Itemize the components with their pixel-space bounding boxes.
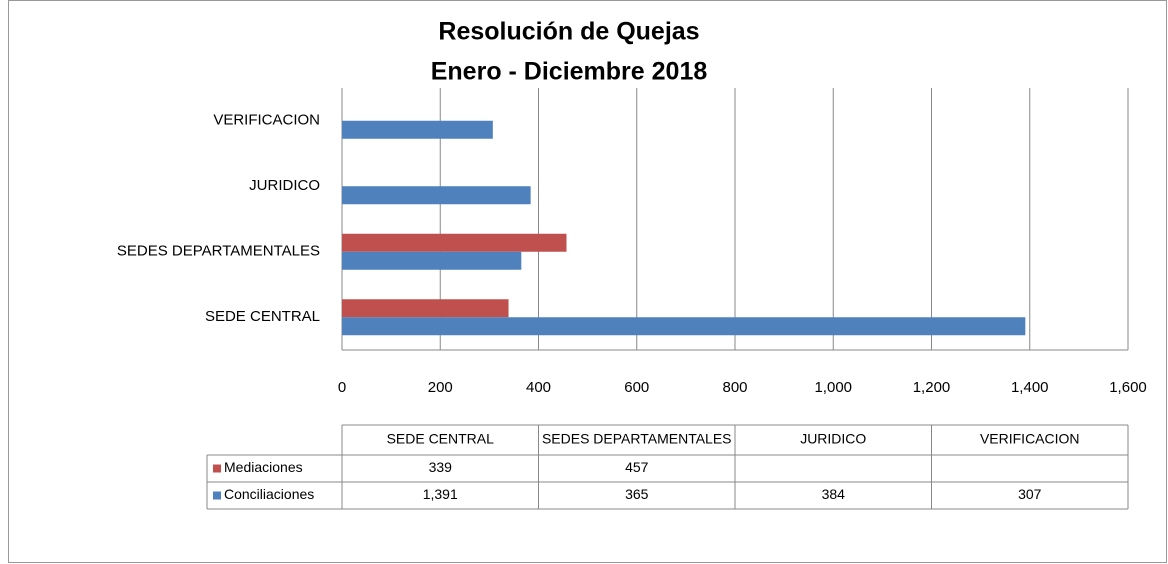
y-tick-label: VERIFICACION (213, 112, 320, 129)
x-tick-label: 200 (428, 379, 453, 396)
x-tick-label: 1,000 (814, 379, 852, 396)
table-header: JURIDICO (800, 431, 866, 447)
table-value: 339 (429, 459, 453, 475)
bar (342, 233, 567, 252)
legend-swatch (213, 491, 221, 500)
x-tick-label: 1,400 (1011, 379, 1049, 396)
x-tick-label: 600 (624, 379, 649, 396)
legend-swatch (213, 464, 221, 473)
table-value: 384 (822, 486, 846, 502)
chart-title: Resolución de Quejas (438, 18, 699, 46)
x-tick-label: 400 (526, 379, 551, 396)
chart-border (8, 0, 1167, 563)
y-tick-label: JURIDICO (249, 177, 320, 194)
legend-label: Mediaciones (224, 459, 303, 475)
table-value: 457 (625, 459, 649, 475)
legend-label: Conciliaciones (224, 486, 314, 502)
chart-subtitle: Enero - Diciembre 2018 (431, 58, 708, 86)
table-header: VERIFICACION (980, 431, 1080, 447)
x-tick-label: 1,600 (1109, 379, 1147, 396)
table-value: 307 (1018, 486, 1042, 502)
table-header: SEDES DEPARTAMENTALES (542, 431, 732, 447)
table-header: SEDE CENTRAL (387, 431, 495, 447)
y-tick-label: SEDE CENTRAL (205, 308, 320, 325)
bar (342, 120, 493, 139)
bar (342, 251, 522, 270)
y-tick-label: SEDES DEPARTAMENTALES (117, 243, 320, 260)
bar (342, 317, 1026, 336)
bar (342, 186, 531, 205)
table-value: 1,391 (423, 486, 458, 502)
x-tick-label: 0 (338, 379, 346, 396)
table-value: 365 (625, 486, 649, 502)
bar (342, 299, 509, 318)
x-tick-label: 800 (722, 379, 747, 396)
x-tick-label: 1,200 (913, 379, 951, 396)
